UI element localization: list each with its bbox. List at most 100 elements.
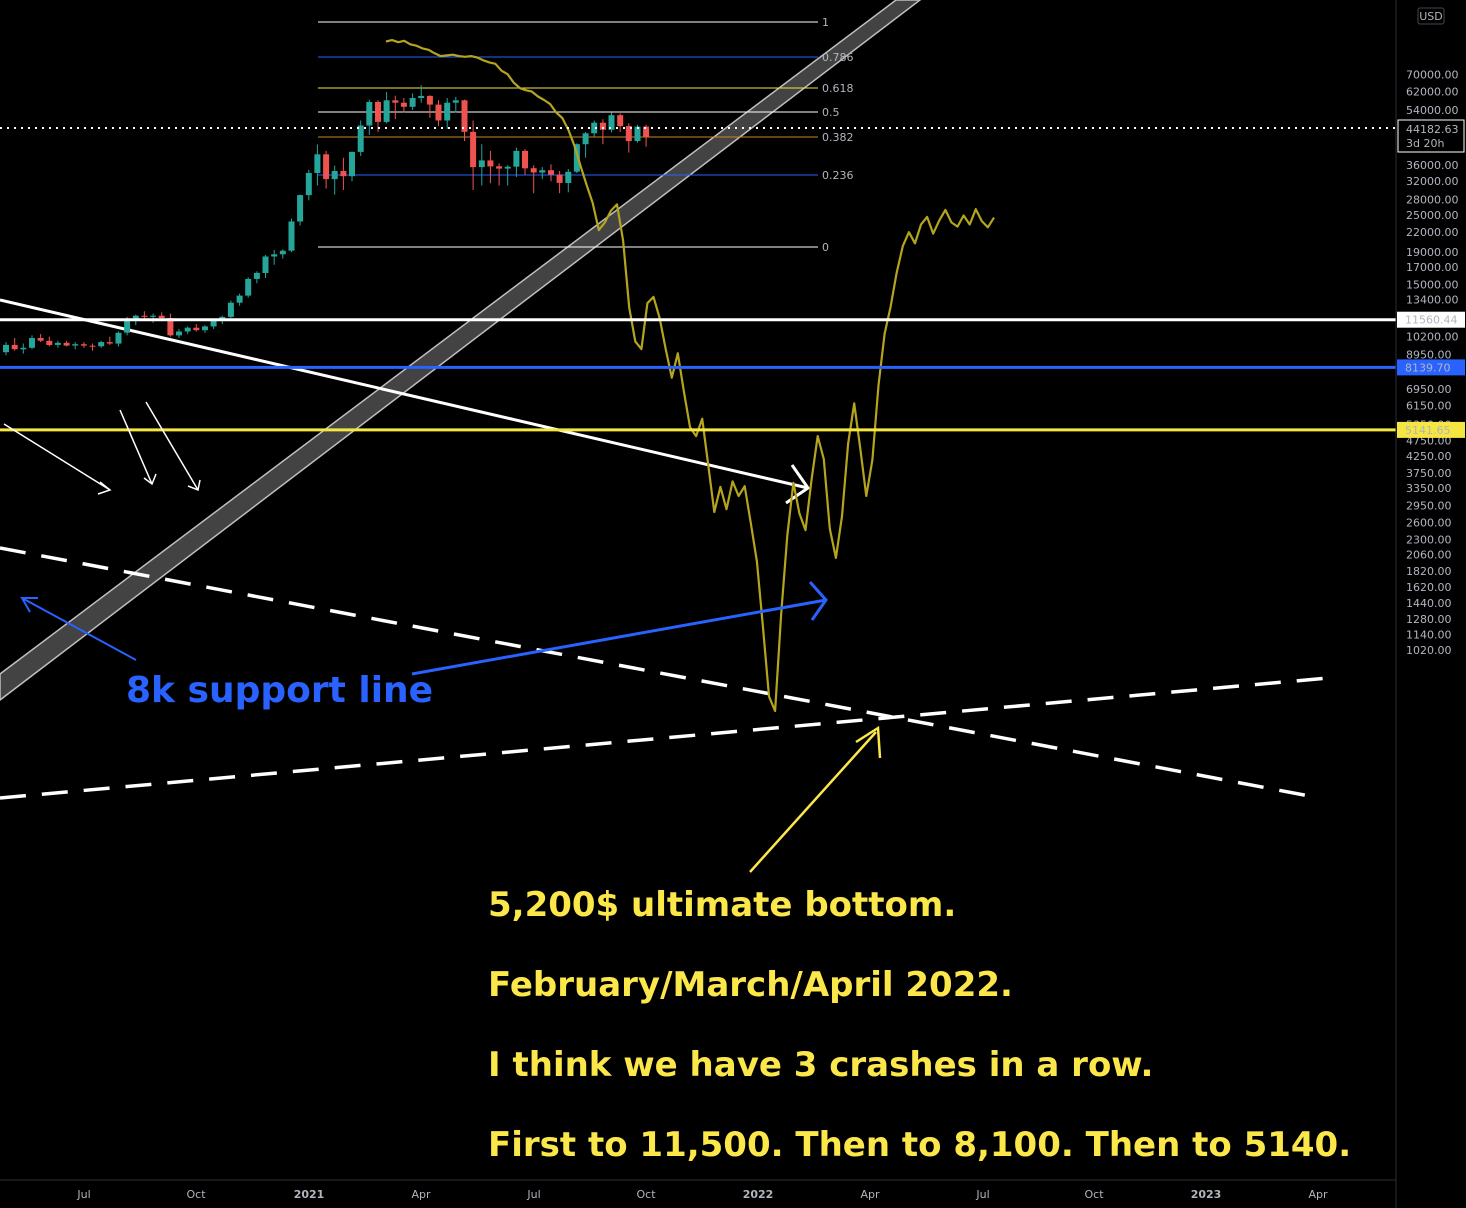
time-tick-label: Apr <box>411 1188 431 1201</box>
price-tick-label: 2300.00 <box>1406 533 1452 546</box>
candle <box>383 91 390 124</box>
analysis-note-line: February/March/April 2022. <box>488 965 1013 1005</box>
candle-body <box>530 168 537 173</box>
currency-badge[interactable] <box>1417 7 1445 25</box>
candle-body <box>63 342 70 346</box>
candle-body <box>271 254 278 257</box>
candle <box>400 98 407 113</box>
fib-level-label: 0.382 <box>822 131 854 144</box>
candle <box>89 343 96 351</box>
candle-body <box>444 102 451 121</box>
current-price-countdown: 3d 20h <box>1406 137 1444 150</box>
candle-body <box>643 126 650 138</box>
fib-level-label: 0.236 <box>822 169 854 182</box>
candle <box>426 95 433 118</box>
price-tick-label: 2950.00 <box>1406 499 1452 512</box>
candle-body <box>262 256 269 273</box>
level-tag <box>1397 421 1465 438</box>
fibonacci-retracement[interactable]: 1 0.786 0.618 0.5 0.382 0.236 0 <box>318 16 854 254</box>
candle <box>176 328 182 338</box>
price-tick-label: 15000.00 <box>1406 278 1459 291</box>
candle <box>340 157 347 190</box>
candle-body <box>305 173 312 196</box>
horizontal-levels[interactable] <box>0 318 1396 432</box>
candle <box>556 171 563 194</box>
candle-body <box>409 98 416 107</box>
price-tick-label: 36000.00 <box>1406 159 1459 172</box>
price-tick-label: 8950.00 <box>1406 349 1452 362</box>
candle <box>409 93 416 110</box>
support-arrow-right <box>411 598 827 676</box>
candle-body <box>288 221 295 251</box>
level-tag-label: 11560.44 <box>1405 314 1458 327</box>
candle <box>331 165 338 195</box>
candle <box>625 123 632 153</box>
price-tick-label: 1440.00 <box>1406 597 1452 610</box>
candle <box>314 144 321 186</box>
candle-body <box>383 100 390 122</box>
analysis-note-line: 5,200$ ultimate bottom. <box>488 885 956 925</box>
candle <box>548 164 554 182</box>
candle-body <box>72 344 79 346</box>
candle <box>323 150 330 189</box>
candle-body <box>202 326 208 331</box>
bottom-arrow-head <box>855 725 882 759</box>
candle-body <box>37 338 44 341</box>
candle-body <box>54 342 61 345</box>
candle-body <box>349 151 355 177</box>
candle-body <box>132 315 139 320</box>
price-tick-label: 6950.00 <box>1406 383 1452 396</box>
candle <box>461 99 468 141</box>
dashed-uptrend-line[interactable] <box>0 676 1329 800</box>
candle-body <box>461 100 468 132</box>
price-tick-label: 28000.00 <box>1406 193 1459 206</box>
candle <box>522 149 528 175</box>
level-tag-label: 8139.70 <box>1405 361 1451 374</box>
candle-body <box>366 102 373 126</box>
candle <box>375 100 381 132</box>
candle <box>279 249 286 259</box>
candle-body <box>357 125 364 152</box>
fib-level-label: 0.786 <box>822 51 854 64</box>
price-tick-label: 32000.00 <box>1406 175 1459 188</box>
candle <box>253 271 260 284</box>
bottom-arrow <box>749 731 877 873</box>
level-tag <box>1397 311 1465 328</box>
candle <box>288 218 295 253</box>
price-tick-label: 10200.00 <box>1406 331 1459 344</box>
price-tick-label: 2060.00 <box>1406 548 1452 561</box>
time-axis[interactable]: Jul Oct 2021 Apr Jul Oct 2022 Apr Jul Oct 2023 Apr <box>0 1179 1396 1201</box>
time-tick-label: Jul <box>76 1188 90 1201</box>
time-tick-label: Oct <box>636 1188 656 1201</box>
candle-body <box>124 319 131 333</box>
candle <box>487 150 494 184</box>
price-tick-label: 1620.00 <box>1406 581 1452 594</box>
candle-body <box>582 133 589 145</box>
candle <box>150 313 157 323</box>
price-tick-label: 13400.00 <box>1406 294 1459 307</box>
candle-body <box>426 95 433 105</box>
candle-body <box>3 344 9 353</box>
support-arrow-left-head <box>20 597 38 613</box>
candle-body <box>141 315 148 317</box>
dashed-downtrend-line[interactable] <box>0 546 1321 800</box>
candle-body <box>29 338 35 348</box>
candle <box>245 277 252 298</box>
candle-body <box>331 171 338 180</box>
candle-body <box>565 171 572 183</box>
candle <box>98 340 105 348</box>
candle <box>184 326 191 335</box>
analysis-note-line: First to 11,500. Then to 8,100. Then to … <box>488 1125 1351 1165</box>
price-axis[interactable]: USD 70000.0062000.0054000.0048000.003600… <box>1395 0 1466 1208</box>
candle-body <box>375 102 381 122</box>
candle-body <box>478 160 485 168</box>
candle-body <box>314 154 321 173</box>
candle <box>366 99 373 135</box>
trendline-arrowhead <box>785 464 811 505</box>
candle-body <box>253 272 260 279</box>
descending-trendline[interactable] <box>0 298 809 490</box>
candle <box>305 169 312 201</box>
candle <box>236 293 243 306</box>
candle <box>297 194 304 226</box>
